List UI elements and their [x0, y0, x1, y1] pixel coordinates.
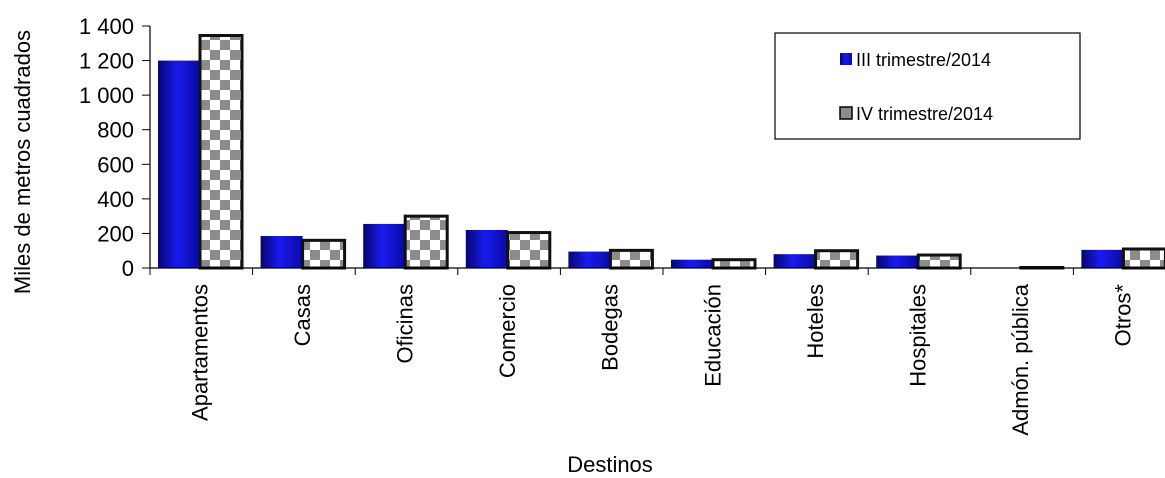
- x-tick-label: Hospitales: [906, 284, 931, 387]
- legend-box: [774, 32, 1081, 140]
- bar-series-1: [465, 229, 508, 268]
- x-tick-label: Apartamentos: [187, 284, 212, 421]
- y-tick-label: 1 000: [79, 83, 134, 108]
- bar-series-2: [608, 248, 654, 270]
- y-axis-title: Miles de metros cuadrados: [10, 30, 35, 294]
- bar-series-1: [876, 255, 919, 268]
- legend-swatch-series-2: [839, 106, 853, 120]
- legend-label-series-1: III trimestre/2014: [856, 50, 991, 70]
- bar-series-2: [814, 249, 860, 270]
- x-tick-label: Comercio: [495, 284, 520, 378]
- y-tick-label: 200: [97, 221, 134, 246]
- category-labels: Apartamentos Casas Oficinas Comercio Bodegas…: [187, 283, 1135, 435]
- x-tick-label: Admón. pública: [1008, 283, 1033, 435]
- bar-series-1: [363, 223, 406, 268]
- y-tick-label: 1 400: [79, 14, 134, 39]
- bar-series-1: [260, 236, 303, 268]
- bar-series-2: [403, 214, 449, 270]
- bar-series-2: [1121, 247, 1165, 270]
- bar-series-2: [198, 34, 244, 270]
- x-tick-label: Bodegas: [598, 284, 623, 371]
- bar-series-1: [671, 259, 713, 268]
- bar-series-1: [158, 60, 200, 269]
- legend: III trimestre/2014 IV trimestre/2014: [774, 32, 1081, 140]
- bar-series-2: [916, 253, 962, 270]
- y-tick-label: 0: [122, 256, 134, 281]
- x-tick-label: Hoteles: [803, 284, 828, 359]
- bar-series-2: [506, 231, 552, 270]
- bar-series-2: [711, 258, 757, 270]
- bars-group: [158, 34, 1165, 270]
- y-axis-ticks: 0 200 400 600 800 1 000 1 200 1 400: [79, 14, 150, 281]
- y-tick-label: 400: [97, 187, 134, 212]
- x-tick-label: Educación: [700, 284, 725, 387]
- bar-series-1: [773, 254, 816, 268]
- legend-label-series-2: IV trimestre/2014: [856, 104, 993, 124]
- y-tick-label: 1 200: [79, 49, 134, 74]
- axes: [149, 26, 1165, 275]
- x-tick-label: Casas: [290, 284, 315, 346]
- bar-series-1: [568, 251, 611, 268]
- y-tick-label: 600: [97, 152, 134, 177]
- bar-series-2: [301, 238, 347, 270]
- bar-series-1: [1081, 249, 1124, 268]
- x-axis-label: Destinos: [567, 452, 653, 477]
- x-tick-label: Otros*: [1111, 284, 1136, 347]
- legend-swatch-series-1: [840, 53, 852, 65]
- y-axis-label: Miles de metros cuadrados: [10, 30, 35, 294]
- x-tick-label: Oficinas: [393, 284, 418, 363]
- y-tick-label: 800: [97, 118, 134, 143]
